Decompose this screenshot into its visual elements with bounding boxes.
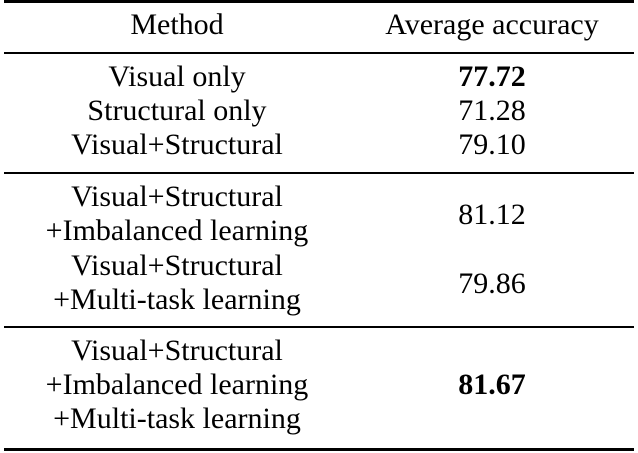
row-accuracy: 79.10	[458, 128, 526, 161]
method-line: Visual+Structural	[71, 334, 283, 367]
top-rule	[4, 0, 634, 3]
method-line: +Multi-task learning	[53, 283, 301, 316]
row-method: Visual+Structural +Imbalanced learning	[4, 180, 350, 248]
row-accuracy: 79.86	[458, 267, 526, 300]
header-average-accuracy: Average accuracy	[385, 8, 599, 41]
row-accuracy: 71.28	[458, 94, 526, 127]
group-divider-1	[4, 172, 634, 174]
row-method: Visual+Structural +Imbalanced learning +…	[4, 334, 350, 436]
group-divider-2	[4, 326, 634, 328]
header-rule	[4, 52, 634, 54]
row-method: Visual+Structural	[71, 128, 283, 161]
method-line: +Multi-task learning	[53, 402, 301, 435]
row-method: Structural only	[87, 94, 267, 127]
bottom-rule	[4, 448, 634, 451]
method-line: +Imbalanced learning	[45, 368, 309, 401]
header-method: Method	[130, 8, 224, 41]
method-line: +Imbalanced learning	[45, 214, 309, 247]
row-accuracy: 81.67	[458, 368, 526, 401]
row-method: Visual+Structural +Multi-task learning	[4, 249, 350, 317]
row-accuracy: 81.12	[458, 198, 526, 231]
method-line: Visual+Structural	[71, 180, 283, 213]
row-method: Visual only	[108, 60, 246, 93]
row-accuracy: 77.72	[458, 60, 526, 93]
method-line: Visual+Structural	[71, 249, 283, 282]
